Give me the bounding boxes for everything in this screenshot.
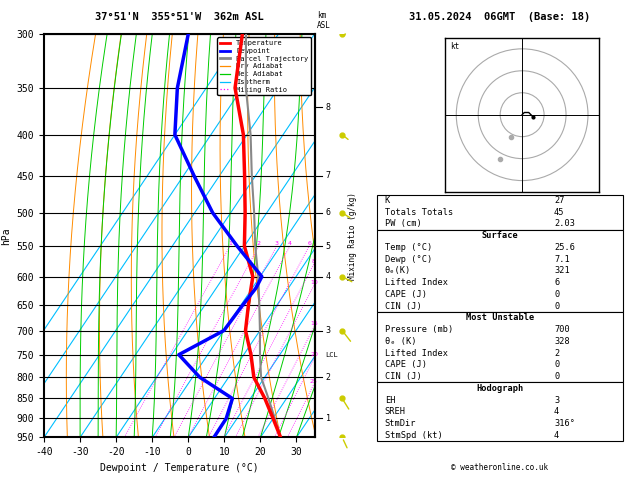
Text: 0: 0 [554, 372, 559, 381]
Text: Most Unstable: Most Unstable [466, 313, 534, 322]
Text: kt: kt [450, 42, 459, 51]
Legend: Temperature, Dewpoint, Parcel Trajectory, Dry Adiabat, Wet Adiabat, Isotherm, Mi: Temperature, Dewpoint, Parcel Trajectory… [217, 37, 311, 95]
Text: 5: 5 [326, 242, 331, 251]
Text: 2: 2 [326, 373, 331, 382]
Bar [377, 312, 623, 382]
Text: 25.6: 25.6 [554, 243, 575, 252]
Text: 3: 3 [554, 396, 559, 404]
Text: CIN (J): CIN (J) [385, 372, 421, 381]
Text: Lifted Index: Lifted Index [385, 278, 448, 287]
Text: CIN (J): CIN (J) [385, 302, 421, 311]
Text: 700: 700 [554, 325, 570, 334]
Y-axis label: hPa: hPa [1, 227, 11, 244]
Text: Temp (°C): Temp (°C) [385, 243, 432, 252]
Text: PW (cm): PW (cm) [385, 220, 421, 228]
Text: 0: 0 [554, 290, 559, 299]
Text: CAPE (J): CAPE (J) [385, 290, 426, 299]
Text: StmDir: StmDir [385, 419, 416, 428]
Text: K: K [385, 196, 390, 205]
Text: 4: 4 [554, 431, 559, 440]
Text: 1: 1 [228, 241, 232, 246]
Text: 20: 20 [311, 352, 318, 358]
Text: 8: 8 [326, 103, 331, 112]
Text: θₑ(K): θₑ(K) [385, 266, 411, 276]
Text: 316°: 316° [554, 419, 575, 428]
Text: 2: 2 [257, 241, 261, 246]
Text: 4: 4 [326, 272, 331, 281]
Text: km
ASL: km ASL [317, 11, 331, 30]
Text: CAPE (J): CAPE (J) [385, 360, 426, 369]
Bar [377, 194, 623, 230]
Text: Mixing Ratio (g/kg): Mixing Ratio (g/kg) [348, 192, 357, 279]
Text: Hodograph: Hodograph [476, 384, 524, 393]
Text: 0: 0 [554, 360, 559, 369]
Text: 8: 8 [312, 259, 316, 264]
Text: 7: 7 [326, 172, 331, 180]
Text: 7.1: 7.1 [554, 255, 570, 264]
Text: 25: 25 [309, 380, 318, 384]
Text: LCL: LCL [326, 352, 338, 358]
Text: 4: 4 [288, 241, 292, 246]
Text: SREH: SREH [385, 407, 406, 416]
Text: 27: 27 [554, 196, 564, 205]
Text: 10: 10 [310, 280, 318, 285]
Text: 2.03: 2.03 [554, 220, 575, 228]
Text: 3: 3 [275, 241, 279, 246]
Text: StmSpd (kt): StmSpd (kt) [385, 431, 443, 440]
Text: Lifted Index: Lifted Index [385, 348, 448, 358]
Text: 328: 328 [554, 337, 570, 346]
Bar [377, 230, 623, 312]
Text: 321: 321 [554, 266, 570, 276]
Text: 31.05.2024  06GMT  (Base: 18): 31.05.2024 06GMT (Base: 18) [409, 12, 591, 22]
Text: 6: 6 [307, 241, 311, 246]
Text: 2: 2 [554, 348, 559, 358]
Text: Dewp (°C): Dewp (°C) [385, 255, 432, 264]
Text: 1: 1 [326, 414, 331, 423]
Text: Surface: Surface [482, 231, 518, 240]
Text: 37°51'N  355°51'W  362m ASL: 37°51'N 355°51'W 362m ASL [95, 12, 264, 22]
Text: © weatheronline.co.uk: © weatheronline.co.uk [452, 463, 548, 471]
Text: 4: 4 [554, 407, 559, 416]
Text: 3: 3 [326, 326, 331, 335]
Text: 45: 45 [554, 208, 564, 217]
Text: θₑ (K): θₑ (K) [385, 337, 416, 346]
Text: 6: 6 [554, 278, 559, 287]
Text: 15: 15 [311, 321, 318, 326]
Text: 6: 6 [326, 208, 331, 217]
Text: EH: EH [385, 396, 395, 404]
Text: Totals Totals: Totals Totals [385, 208, 453, 217]
Text: Pressure (mb): Pressure (mb) [385, 325, 453, 334]
Text: 0: 0 [554, 302, 559, 311]
X-axis label: Dewpoint / Temperature (°C): Dewpoint / Temperature (°C) [100, 463, 259, 473]
Bar [377, 382, 623, 441]
